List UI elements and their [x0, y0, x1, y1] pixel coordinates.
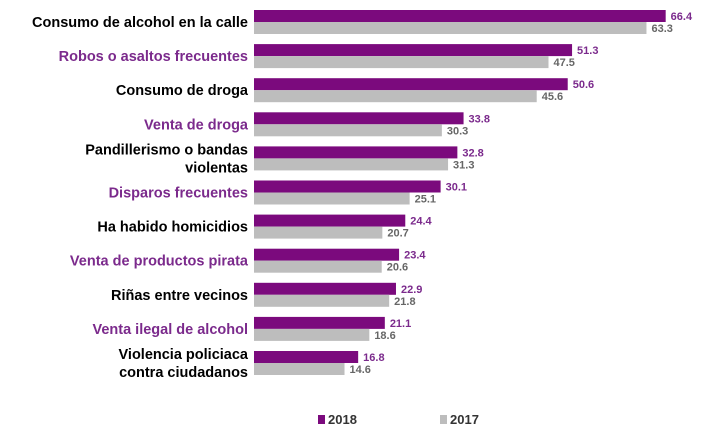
bar-2018	[254, 248, 400, 261]
bar-2017	[254, 294, 390, 307]
bar-2017	[254, 226, 383, 239]
legend-swatch-2018	[318, 415, 325, 424]
value-label-2017: 31.3	[453, 159, 474, 171]
value-label-2018: 51.3	[577, 45, 598, 57]
value-label-2018: 32.8	[462, 147, 483, 159]
value-label-2017: 14.6	[350, 364, 371, 376]
category-label: Venta de droga	[144, 117, 249, 133]
category-label: Venta ilegal de alcohol	[92, 322, 248, 338]
bar-2018	[254, 351, 359, 363]
category-label: Consumo de alcohol en la calle	[32, 15, 248, 31]
value-label-2018: 16.8	[363, 352, 384, 364]
value-label-2018: 30.1	[446, 182, 467, 194]
value-label-2018: 24.4	[410, 216, 432, 228]
bar-2017	[254, 56, 549, 69]
bar-2017	[254, 124, 442, 137]
category-label: Violencia policiaca contra ciudadanos	[119, 347, 249, 381]
legend: 2018 2017	[318, 412, 479, 427]
legend-swatch-2017	[440, 415, 447, 424]
value-label-2018: 22.9	[401, 284, 422, 296]
bar-2018	[254, 180, 441, 193]
bar-2018	[254, 282, 396, 295]
category-label: Pandillerismo o bandas violentas	[85, 142, 248, 176]
bar-2017	[254, 260, 382, 273]
value-label-2017: 63.3	[651, 23, 672, 35]
value-label-2017: 47.5	[554, 57, 575, 69]
category-label: Ha habido homicidios	[97, 220, 248, 236]
bar-2017	[254, 363, 345, 375]
value-label-2017: 21.8	[394, 296, 415, 308]
bar-2018	[254, 44, 573, 57]
bar-2017	[254, 158, 449, 171]
category-label: Riñas entre vecinos	[111, 288, 248, 304]
legend-label-2018: 2018	[328, 412, 357, 427]
legend-label-2017: 2017	[450, 412, 479, 427]
bar-2017	[254, 22, 647, 34]
bar-2018	[254, 214, 406, 227]
category-label: Robos o asaltos frecuentes	[59, 49, 248, 65]
value-label-2018: 66.4	[671, 11, 693, 23]
bar-2017	[254, 328, 370, 341]
value-label-2017: 25.1	[415, 194, 436, 206]
category-label: Consumo de droga	[116, 83, 249, 99]
bar-2018	[254, 316, 385, 329]
category-label: Venta de productos pirata	[70, 254, 249, 270]
bar-2018	[254, 112, 464, 125]
bar-2018	[254, 146, 458, 159]
value-label-2017: 18.6	[374, 330, 395, 342]
value-label-2018: 33.8	[469, 113, 490, 125]
bar-2018	[254, 78, 568, 91]
bars	[254, 10, 666, 375]
value-label-2018: 21.1	[390, 318, 411, 330]
bar-2017	[254, 90, 537, 103]
value-label-2017: 45.6	[542, 91, 563, 103]
value-label-2017: 20.6	[387, 262, 408, 274]
category-labels: Consumo de alcohol en la calle Robos o as…	[32, 15, 249, 381]
value-label-2017: 20.7	[387, 228, 408, 240]
category-label: Disparos frecuentes	[109, 186, 248, 202]
value-label-2018: 23.4	[404, 250, 426, 262]
value-labels: 66.463.3 51.347.5 50.6 45.6 33.830.3 32.831.3…	[350, 11, 693, 376]
bar-2018	[254, 10, 666, 22]
value-label-2018: 50.6	[573, 79, 594, 91]
value-label-2017: 30.3	[447, 125, 468, 137]
bar-2017	[254, 192, 410, 205]
